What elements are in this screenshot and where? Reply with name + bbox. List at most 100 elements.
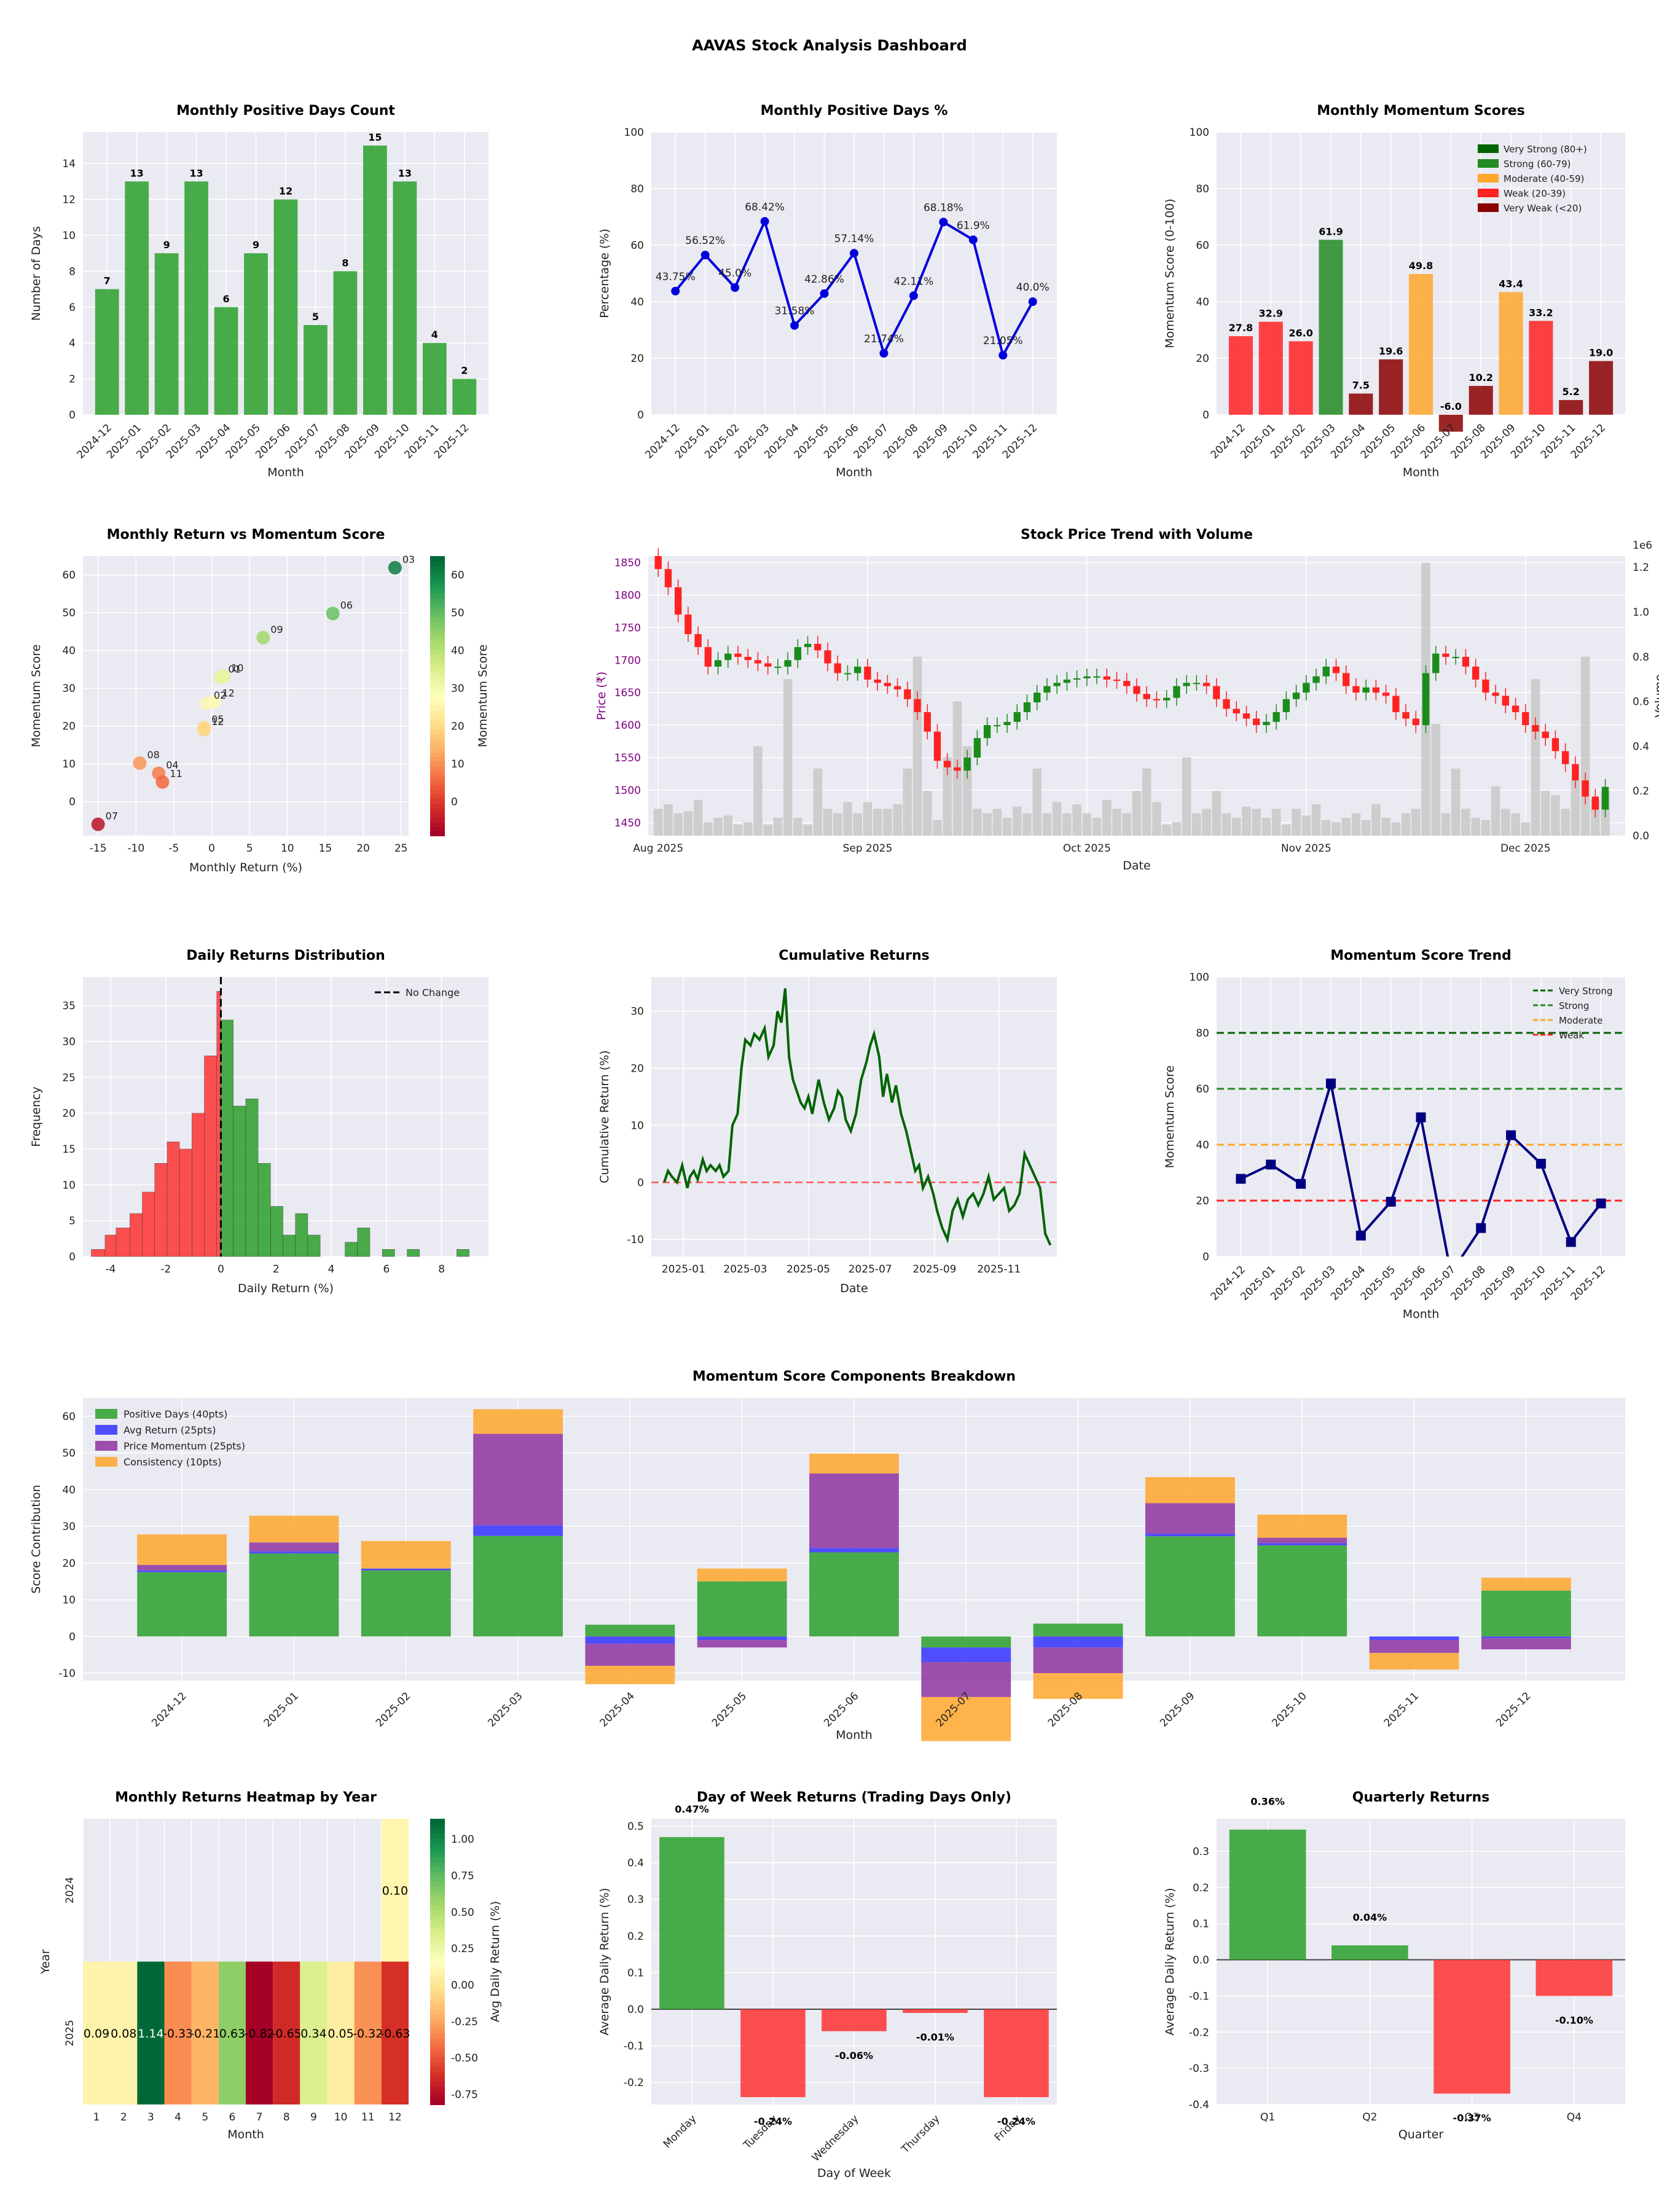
bar [393,181,417,415]
volume-bar [1013,806,1022,836]
x-tick-label: 20 [356,842,370,855]
stacked-bar-segment [1033,1636,1123,1648]
bar-value-label: 13 [398,167,412,179]
x-axis-label: Month [1403,1308,1440,1321]
histogram-bar [245,1099,259,1257]
candle-body [1332,666,1340,673]
y-axis-label: Number of Days [29,226,43,321]
colorbar-segment [430,1918,445,1924]
colorbar-segment [430,1885,445,1891]
chart-title: Monthly Positive Days % [761,103,948,119]
stacked-bar-segment [809,1548,899,1553]
data-point [1325,1078,1336,1089]
candle-body [1402,712,1410,719]
volume-bar [813,768,823,836]
volume-bar [823,809,833,836]
colorbar-segment [430,826,445,832]
stacked-bar-segment [697,1640,787,1648]
bar-value-label: 26.0 [1288,327,1312,339]
histogram-bar [382,1249,395,1257]
stacked-bar-segment [1257,1514,1347,1538]
stacked-bar-segment [473,1409,563,1434]
histogram-bar [283,1234,296,1257]
bar [1469,386,1493,415]
volume-bar [982,813,992,836]
chart-title: Daily Returns Distribution [186,948,385,963]
x-tick-label: 10 [281,842,294,855]
colorbar-segment [430,616,445,622]
y-tick-label: 5 [69,1215,76,1228]
x-tick-label: 4 [328,1263,335,1276]
colorbar-segment [430,1966,445,1972]
colorbar-segment [430,710,445,715]
bar-value-label: 27.8 [1229,322,1253,334]
candle-body [1343,673,1350,686]
bar-value-label: 61.9 [1319,226,1343,237]
colorbar-segment [430,612,445,618]
histogram-bar [233,1105,246,1257]
volume-bar [863,802,873,836]
histogram-bar [357,1228,371,1257]
histogram-bar [116,1228,130,1257]
y-axis-label: Cumulative Return (%) [598,1050,611,1183]
volume-bar [763,824,772,836]
y-tick-label: 20 [62,721,76,733]
x-tick-label: Oct 2025 [1063,842,1111,855]
candle-body [794,647,802,661]
colorbar-segment [430,831,445,836]
y-tick-label: 1650 [614,687,641,699]
y-tick-label: 10 [62,1179,76,1191]
colorbar-segment [430,2009,445,2015]
volume-bar [1212,791,1222,836]
candle-body [924,712,931,732]
candle-body [1591,796,1599,810]
colorbar-segment [430,2014,445,2020]
colorbar-segment [430,1895,445,1900]
volume-bar [713,817,723,836]
bar-value-label: 5.2 [1563,386,1580,398]
legend-label: Moderate [1559,1015,1602,1026]
bar-value-label: 7 [104,275,111,287]
bar-value-label: -0.06% [835,2050,873,2061]
colorbar-segment [430,1890,445,1896]
data-point [731,283,740,292]
colorbar-segment [430,1985,445,1991]
y-tick-label: 100 [1190,971,1209,984]
y-tick-label: 0.5 [627,1821,644,1833]
colorbar-segment [430,1947,445,1953]
candle-body [1432,653,1440,673]
colorbar-tick-label: -0.50 [451,2052,478,2065]
heatmap-cell [327,1961,355,2104]
colorbar-segment [430,1899,445,1905]
data-point [1566,1237,1576,1247]
colorbar-tick-label: 20 [451,721,465,733]
candle-body [1233,708,1240,714]
legend-swatch [95,1425,117,1435]
colorbar-segment [430,2004,445,2010]
bar-value-label: 33.2 [1529,307,1553,318]
y-tick-label: 12 [62,194,76,206]
stacked-bar-segment [1369,1640,1459,1653]
y-axis-label: Frequency [29,1086,43,1147]
data-point [939,218,948,227]
candle-body [704,647,712,667]
data-point [1476,1223,1486,1233]
y-tick-label: 8 [69,265,76,278]
bar-value-label: 32.9 [1259,308,1283,320]
bar [1319,240,1343,415]
bar-value-label: 49.8 [1409,260,1433,272]
volume-tick-label: 1.2 [1633,562,1649,574]
bar-value-label: -0.37% [1453,2112,1491,2124]
y-tick-label: -0.1 [1189,1990,1209,2002]
bar [1229,1829,1306,1960]
candle-body [1202,683,1210,686]
colorbar-segment [430,1933,445,1939]
colorbar-segment [430,822,445,827]
candle-body [1023,702,1031,712]
candle-body [944,761,951,767]
y-tick-label: 50 [62,607,76,619]
colorbar-segment [430,2081,445,2086]
colorbar-segment [430,742,445,748]
colorbar-segment [430,766,445,771]
colorbar-segment [430,2076,445,2082]
